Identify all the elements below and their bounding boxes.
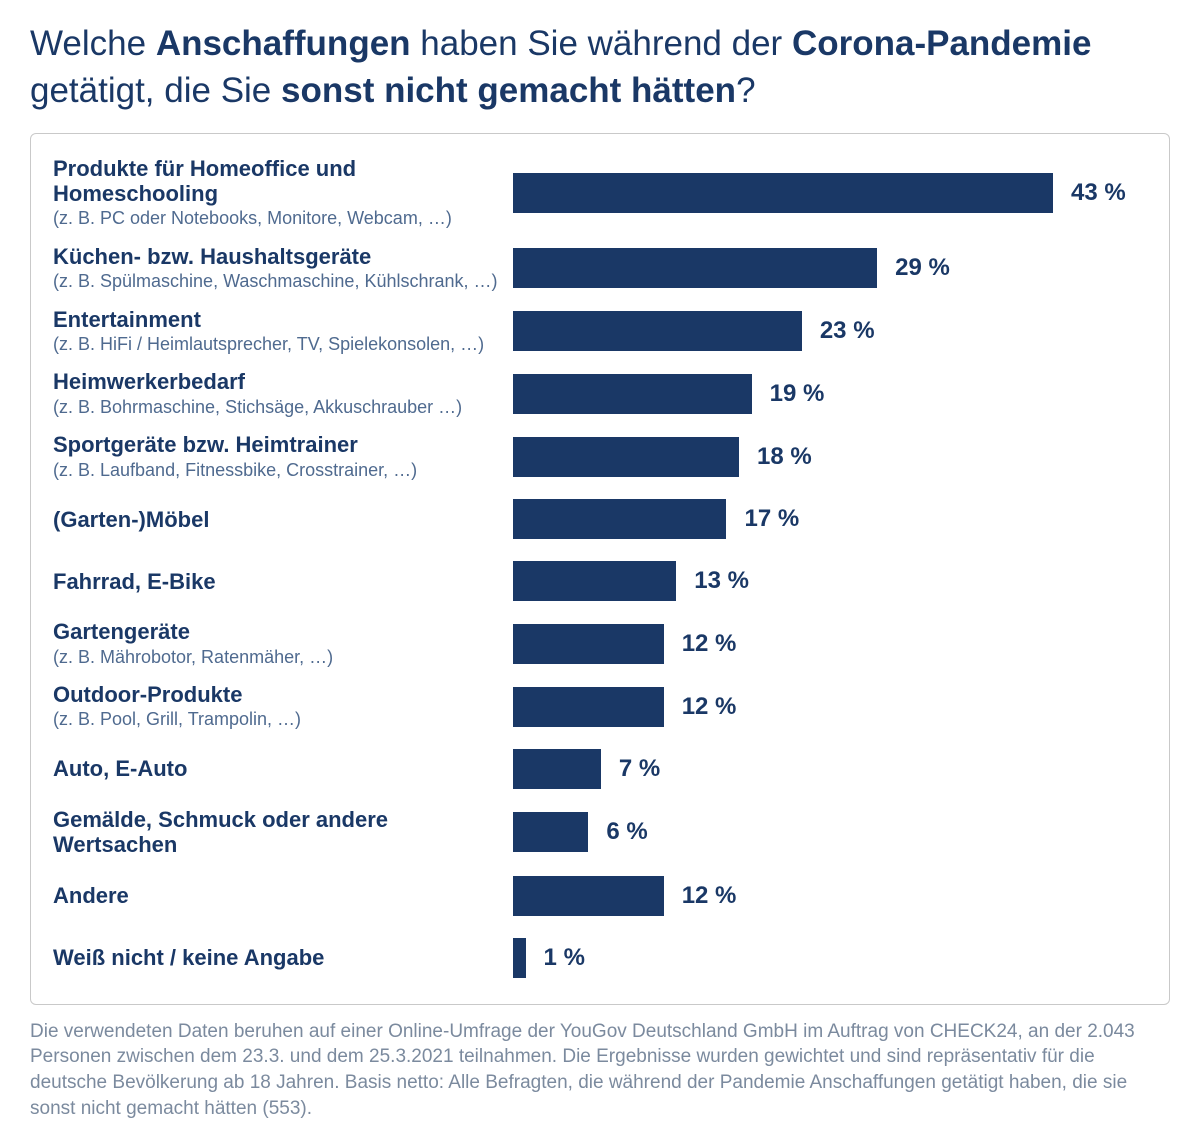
chart-row-bar-col: 43 % (513, 173, 1141, 213)
chart-row-label: Produkte für Homeoffice und Homeschoolin… (53, 156, 503, 207)
chart-row-bar-col: 12 % (513, 624, 1141, 664)
chart-row-label: Küchen- bzw. Haushaltsgeräte (53, 244, 503, 269)
chart-row: Küchen- bzw. Haushaltsgeräte(z. B. Spülm… (53, 244, 1141, 293)
chart-row-label-col: Produkte für Homeoffice und Homeschoolin… (53, 156, 513, 230)
chart-row-bar-col: 19 % (513, 374, 1141, 414)
chart-row-label-col: Outdoor-Produkte(z. B. Pool, Grill, Tram… (53, 682, 513, 731)
chart-row-bar-col: 12 % (513, 876, 1141, 916)
chart-row: Heimwerkerbedarf (z. B. Bohrmaschine, Sti… (53, 369, 1141, 418)
chart-row: Outdoor-Produkte(z. B. Pool, Grill, Tram… (53, 682, 1141, 731)
chart-row: Andere 12 % (53, 872, 1141, 920)
chart-row-label-col: (Garten-)Möbel (53, 495, 513, 543)
chart-bar (513, 173, 1053, 213)
chart-bar-value: 7 % (619, 755, 660, 783)
chart-bar (513, 749, 601, 789)
chart-row-label-col: Gemälde, Schmuck oder andere Wertsachen (53, 807, 513, 858)
chart-row-sublabel: (z. B. Laufband, Fitnessbike, Crosstrain… (53, 460, 503, 482)
chart-row-label: Auto, E-Auto (53, 756, 503, 781)
chart-row-label: Heimwerkerbedarf (53, 369, 503, 394)
chart-row-label: Andere (53, 883, 503, 908)
chart-row-label: Fahrrad, E-Bike (53, 569, 503, 594)
chart-row-bar-col: 7 % (513, 749, 1141, 789)
chart-bar (513, 938, 526, 978)
chart-row-label: Gemälde, Schmuck oder andere Wertsachen (53, 807, 503, 858)
chart-row-label-col: Auto, E-Auto (53, 745, 513, 793)
chart-row-sublabel: (z. B. Mährobotor, Ratenmäher, …) (53, 647, 503, 669)
chart-row-label: Weiß nicht / keine Angabe (53, 945, 503, 970)
chart-bar (513, 876, 664, 916)
chart-row-label-col: Küchen- bzw. Haushaltsgeräte(z. B. Spülm… (53, 244, 513, 293)
chart-bar-value: 23 % (820, 317, 875, 345)
chart-row-bar-col: 13 % (513, 561, 1141, 601)
chart-row-bar-col: 29 % (513, 248, 1141, 288)
chart-row: Gemälde, Schmuck oder andere Wertsachen 6… (53, 807, 1141, 858)
chart-bar-value: 17 % (744, 505, 799, 533)
chart-row: Gartengeräte (z. B. Mährobotor, Ratenmähe… (53, 619, 1141, 668)
chart-row-bar-col: 6 % (513, 812, 1141, 852)
chart-bar-value: 6 % (606, 818, 647, 846)
chart-row-bar-col: 18 % (513, 437, 1141, 477)
chart-footnote: Die verwendeten Daten beruhen auf einer … (30, 1019, 1170, 1122)
chart-row-label-col: Gartengeräte (z. B. Mährobotor, Ratenmähe… (53, 619, 513, 668)
chart-row: Produkte für Homeoffice und Homeschoolin… (53, 156, 1141, 230)
chart-row-label-col: Heimwerkerbedarf (z. B. Bohrmaschine, Sti… (53, 369, 513, 418)
chart-bar (513, 561, 676, 601)
chart-row-label: (Garten-)Möbel (53, 507, 503, 532)
chart-headline: Welche Anschaffungen haben Sie während d… (30, 20, 1170, 115)
chart-bar-value: 12 % (682, 882, 737, 910)
chart-bar (513, 499, 726, 539)
chart-row-label-col: Sportgeräte bzw. Heimtrainer (z. B. Laufb… (53, 432, 513, 481)
chart-bar-value: 29 % (895, 254, 950, 282)
chart-row-bar-col: 23 % (513, 311, 1141, 351)
chart-bar (513, 624, 664, 664)
chart-row-label: Entertainment (53, 307, 503, 332)
chart-row-bar-col: 1 % (513, 938, 1141, 978)
chart-bar (513, 311, 802, 351)
chart-bar (513, 812, 588, 852)
chart-row-bar-col: 12 % (513, 687, 1141, 727)
chart-row-sublabel: (z. B. Pool, Grill, Trampolin, …) (53, 709, 503, 731)
chart-bar (513, 437, 739, 477)
chart-row-label-col: Weiß nicht / keine Angabe (53, 934, 513, 982)
chart-row: Weiß nicht / keine Angabe 1 % (53, 934, 1141, 982)
chart-row-sublabel: (z. B. Spülmaschine, Waschmaschine, Kühl… (53, 271, 503, 293)
chart-container: Produkte für Homeoffice und Homeschoolin… (30, 133, 1170, 1005)
chart-row-sublabel: (z. B. PC oder Notebooks, Monitore, Webc… (53, 208, 503, 230)
chart-row: Sportgeräte bzw. Heimtrainer (z. B. Laufb… (53, 432, 1141, 481)
chart-row-label: Sportgeräte bzw. Heimtrainer (53, 432, 503, 457)
chart-bar-value: 18 % (757, 443, 812, 471)
chart-row-label: Outdoor-Produkte (53, 682, 503, 707)
chart-bar-value: 19 % (770, 380, 825, 408)
chart-bar-value: 13 % (694, 567, 749, 595)
chart-row-label-col: Fahrrad, E-Bike (53, 557, 513, 605)
chart-bar (513, 248, 877, 288)
chart-bar-value: 12 % (682, 693, 737, 721)
chart-row: Fahrrad, E-Bike 13 % (53, 557, 1141, 605)
chart-row: Auto, E-Auto 7 % (53, 745, 1141, 793)
chart-bar (513, 374, 752, 414)
chart-row-sublabel: (z. B. Bohrmaschine, Stichsäge, Akkuschr… (53, 397, 503, 419)
chart-bar (513, 687, 664, 727)
chart-row-label-col: Entertainment(z. B. HiFi / Heimlautsprec… (53, 307, 513, 356)
chart-row: Entertainment(z. B. HiFi / Heimlautsprec… (53, 307, 1141, 356)
chart-bar-value: 12 % (682, 630, 737, 658)
chart-row-label-col: Andere (53, 872, 513, 920)
chart-row-bar-col: 17 % (513, 499, 1141, 539)
chart-row: (Garten-)Möbel 17 % (53, 495, 1141, 543)
chart-bar-value: 1 % (544, 944, 585, 972)
chart-row-label: Gartengeräte (53, 619, 503, 644)
chart-bar-value: 43 % (1071, 179, 1126, 207)
chart-row-sublabel: (z. B. HiFi / Heimlautsprecher, TV, Spie… (53, 334, 503, 356)
